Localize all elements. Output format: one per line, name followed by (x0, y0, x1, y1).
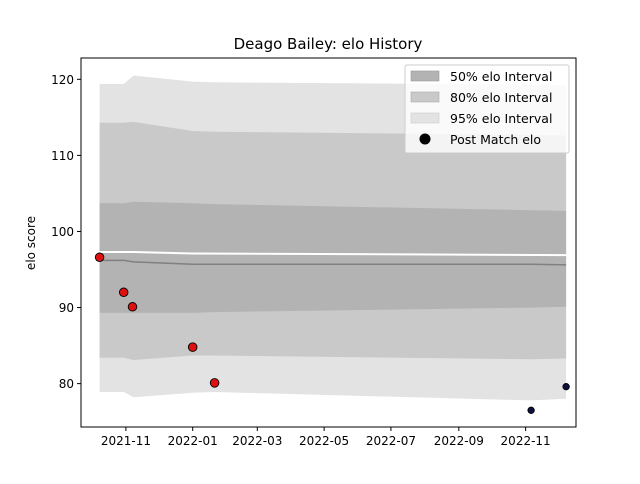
y-axis-label: elo score (24, 216, 38, 270)
mean-elo-line (99, 259, 567, 266)
x-tick-label: 2022-07 (366, 434, 416, 448)
x-tick-label: 2022-03 (232, 434, 282, 448)
x-tick-label: 2022-09 (434, 434, 484, 448)
chart-title: Deago Bailey: elo History (234, 35, 423, 53)
axes: 2021-11 2022-01 2022-03 2022-05 2022-07 2022-… (51, 57, 577, 448)
x-tick-label: 2022-05 (299, 434, 349, 448)
y-tick-label: 80 (59, 377, 74, 391)
legend-swatch-50 (410, 70, 440, 82)
legend-frame (404, 64, 570, 154)
post-match-elo-point (118, 287, 129, 298)
legend-label-95: 95% elo Interval (450, 111, 552, 126)
plot-area (94, 75, 570, 414)
legend-label-points: Post Match elo (450, 132, 541, 147)
band-50-interval (99, 201, 567, 313)
x-tick-label: 2022-01 (168, 434, 218, 448)
legend-swatch-80 (410, 91, 440, 103)
legend-label-50: 50% elo Interval (450, 69, 552, 84)
y-tick-label: 110 (51, 149, 74, 163)
x-tick-label: 2022-11 (501, 434, 551, 448)
upper-reference-line (99, 251, 567, 257)
legend: 50% elo Interval 80% elo Interval 95% el… (404, 64, 570, 154)
post-match-elo-point (562, 383, 570, 391)
legend-label-80: 80% elo Interval (450, 90, 552, 105)
post-match-elo-point (94, 252, 105, 263)
x-tick-label: 2021-11 (101, 434, 151, 448)
y-tick-label: 120 (51, 73, 74, 87)
post-match-elo-point (527, 406, 535, 414)
post-match-elo-point (187, 342, 198, 352)
legend-marker-points (419, 133, 431, 145)
legend-swatch-95 (410, 112, 440, 124)
plot-frame (80, 57, 577, 428)
y-tick-label: 90 (59, 301, 74, 315)
y-tick-label: 100 (51, 225, 74, 239)
post-match-elo-point (127, 302, 138, 312)
post-match-elo-point (209, 378, 220, 388)
